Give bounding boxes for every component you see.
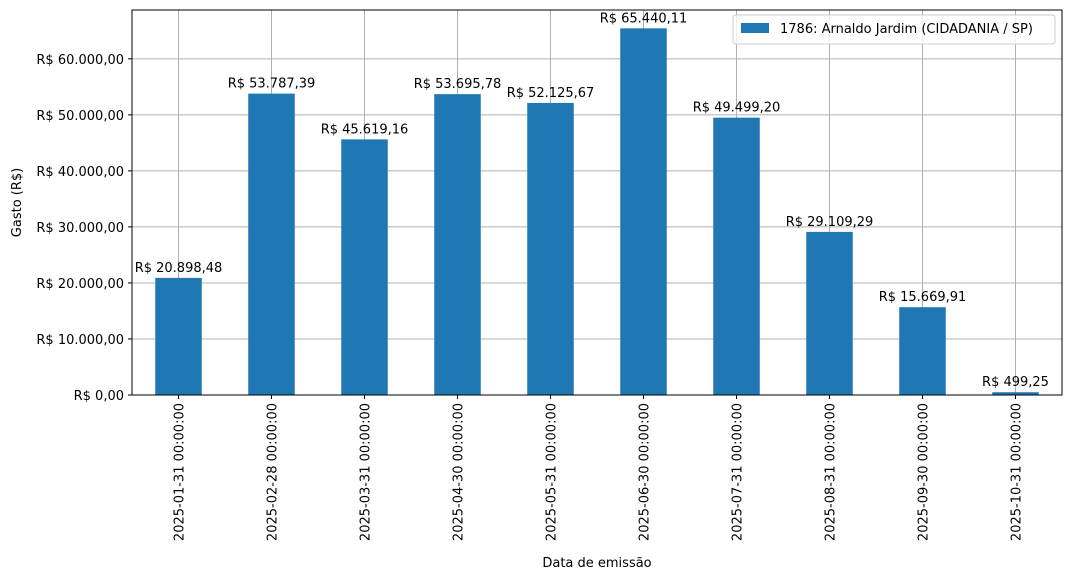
x-axis-ticks: 2025-01-31 00:00:00 2025-02-28 00:00:00 20… [173, 395, 1025, 541]
x-tick-label: 2025-02-28 00:00:00 [266, 403, 281, 541]
x-tick-label: 2025-10-31 00:00:00 [1010, 403, 1025, 541]
bar-value-label: R$ 53.787,39 [228, 77, 316, 92]
x-tick-label: 2025-01-31 00:00:00 [173, 403, 188, 541]
x-axis-label: Data de emissão [542, 556, 651, 571]
bar-value-label: R$ 53.695,78 [414, 77, 502, 92]
y-tick-label: R$ 60.000,00 [36, 53, 124, 68]
x-tick-label: 2025-04-30 00:00:00 [452, 403, 467, 541]
bars [155, 28, 1039, 396]
x-tick-label: 2025-03-31 00:00:00 [359, 403, 374, 541]
bar [806, 231, 853, 395]
bar-value-label: R$ 52.125,67 [507, 86, 595, 101]
bar [434, 94, 481, 396]
y-tick-label: R$ 30.000,00 [36, 221, 124, 236]
bar-value-label: R$ 15.669,91 [879, 290, 967, 305]
y-tick-label: R$ 40.000,00 [36, 165, 124, 180]
bar-value-label: R$ 65.440,11 [600, 11, 688, 26]
x-tick-label: 2025-06-30 00:00:00 [638, 403, 653, 541]
bar [527, 102, 574, 395]
x-tick-label: 2025-05-31 00:00:00 [545, 403, 560, 541]
legend-swatch [741, 23, 769, 33]
legend-box [732, 14, 1056, 45]
data-labels: R$ 20.898,48 R$ 53.787,39 R$ 45.619,16 R$ 5… [135, 11, 1049, 390]
y-tick-label: R$ 20.000,00 [36, 277, 124, 292]
bar [713, 117, 760, 395]
y-tick-label: R$ 50.000,00 [36, 109, 124, 124]
bar [992, 392, 1039, 395]
bar-value-label: R$ 20.898,48 [135, 261, 223, 276]
bar [248, 93, 295, 396]
axes [131, 9, 1063, 396]
bar [155, 277, 202, 395]
bar [341, 139, 388, 395]
x-tick-label: 2025-08-31 00:00:00 [824, 403, 839, 541]
bar-value-label: R$ 29.109,29 [786, 215, 874, 230]
legend-entry-label: 1786: Arnaldo Jardim (CIDADANIA / SP) [780, 22, 1033, 37]
bar-value-label: R$ 499,25 [982, 375, 1049, 390]
bar-value-label: R$ 45.619,16 [321, 122, 409, 137]
x-tick-label: 2025-07-31 00:00:00 [731, 403, 746, 541]
x-tick-label: 2025-09-30 00:00:00 [917, 403, 932, 541]
legend: 1786: Arnaldo Jardim (CIDADANIA / SP) [732, 14, 1056, 45]
y-axis-ticks: R$ 0,00 R$ 10.000,00 R$ 20.000,00 R$ 30.000… [36, 53, 132, 404]
bar [899, 307, 946, 395]
y-tick-label: R$ 10.000,00 [36, 333, 124, 348]
y-tick-label: R$ 0,00 [74, 389, 124, 404]
y-axis-label: Gasto (R$) [10, 168, 25, 237]
plot-frame [131, 9, 1063, 396]
bar-value-label: R$ 49.499,20 [693, 101, 781, 116]
bar [620, 28, 667, 396]
